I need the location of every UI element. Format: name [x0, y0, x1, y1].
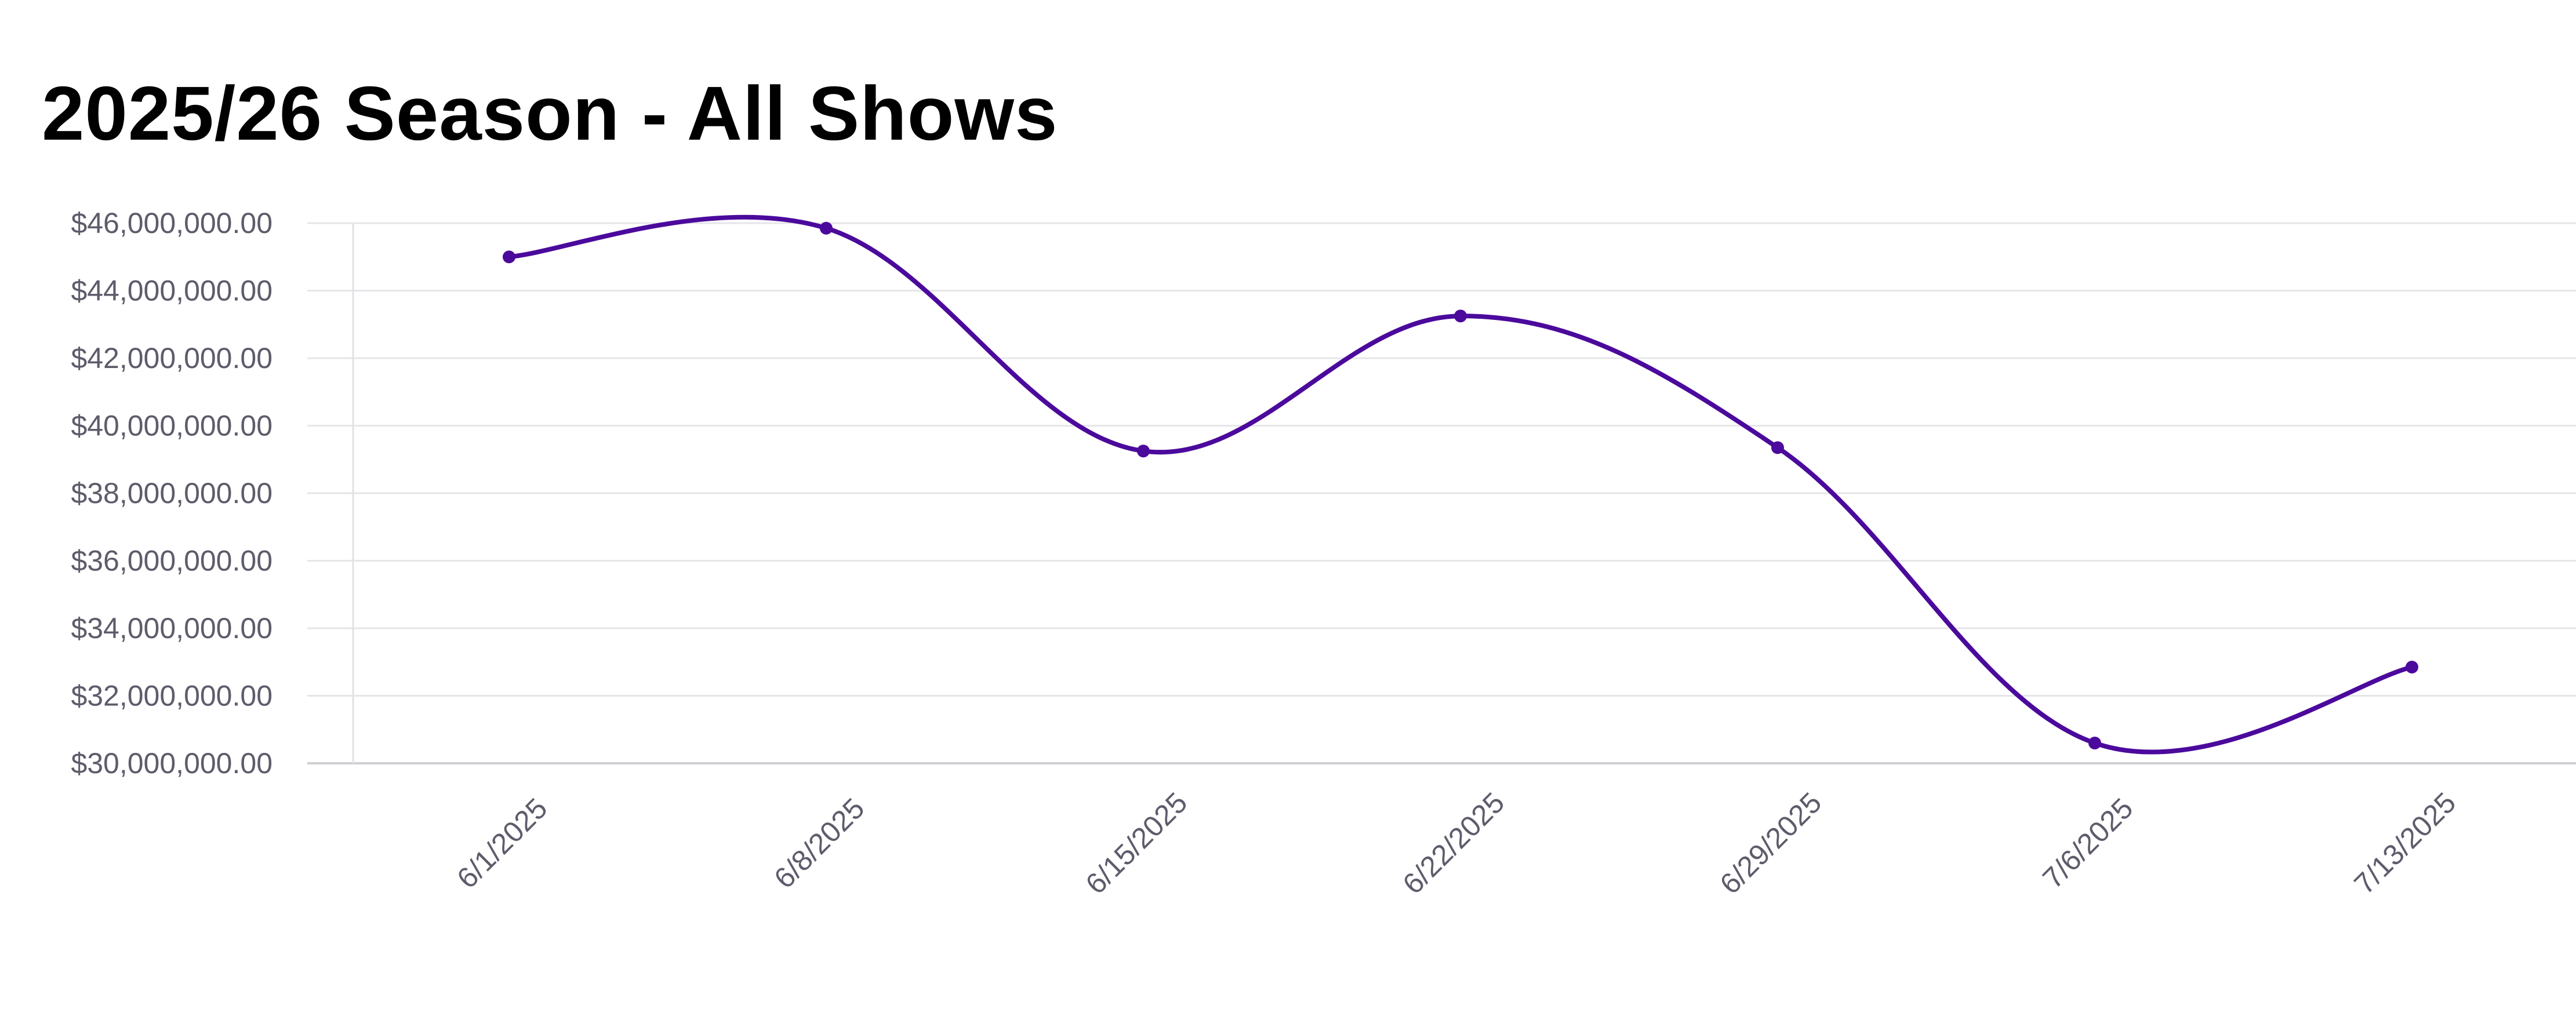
x-tick-label: 7/6/2025	[2036, 792, 2139, 894]
y-tick-label: $42,000,000.00	[71, 342, 273, 374]
x-tick-label: 6/8/2025	[768, 792, 870, 894]
chart-title: 2025/26 Season - All Shows	[42, 71, 1058, 156]
x-tick-label: 6/22/2025	[1397, 786, 1511, 901]
y-tick-label: $32,000,000.00	[71, 680, 273, 712]
y-tick-label: $34,000,000.00	[71, 612, 273, 644]
x-tick-label: 7/13/2025	[2348, 786, 2462, 901]
data-point	[1454, 309, 1467, 323]
data-point	[2088, 737, 2101, 750]
y-tick-label: $36,000,000.00	[71, 545, 273, 577]
data-point	[820, 221, 833, 235]
y-tick-label: $40,000,000.00	[71, 410, 273, 442]
data-point	[503, 250, 515, 264]
data-point	[1137, 445, 1150, 458]
series-line	[508, 214, 2412, 755]
x-tick-label: 6/29/2025	[1714, 786, 1828, 901]
data-point	[2406, 660, 2418, 673]
x-tick-label: 6/15/2025	[1080, 786, 1194, 901]
x-tick-label: 6/1/2025	[450, 792, 553, 894]
y-tick-label: $44,000,000.00	[71, 275, 273, 307]
data-point	[1771, 441, 1784, 454]
y-tick-label: $30,000,000.00	[71, 747, 273, 780]
y-tick-label: $38,000,000.00	[71, 477, 273, 509]
y-tick-label: $46,000,000.00	[71, 207, 273, 239]
